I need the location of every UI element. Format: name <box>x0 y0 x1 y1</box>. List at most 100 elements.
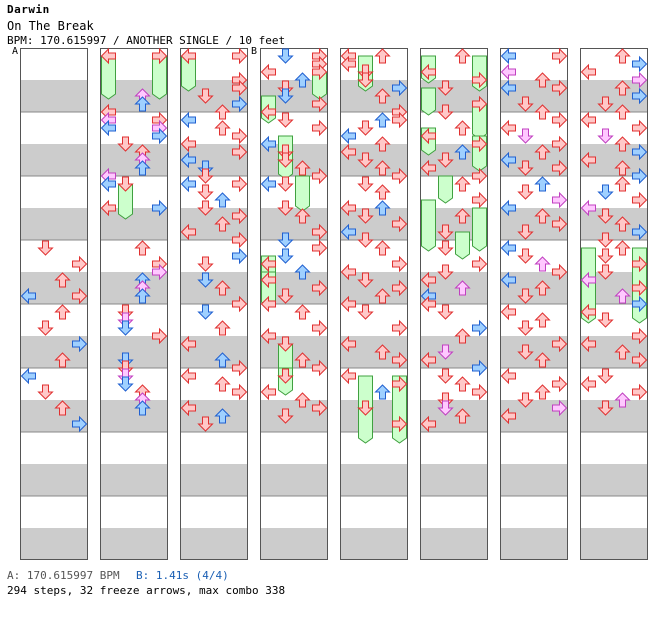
step-arrow-right <box>472 191 488 209</box>
step-arrow-down <box>197 200 214 216</box>
chart-stats: 294 steps, 32 freeze arrows, max combo 3… <box>7 584 286 597</box>
step-arrow-left <box>340 367 356 385</box>
step-arrow-right <box>552 191 568 209</box>
freeze-arrow-down <box>438 175 453 204</box>
beat-stripe <box>100 464 168 496</box>
step-arrow-down <box>437 400 454 416</box>
step-arrow-down <box>357 272 374 288</box>
beat-stripe <box>180 528 248 560</box>
step-arrow-right <box>632 143 648 161</box>
step-arrow-left <box>340 199 356 217</box>
step-arrow-left <box>580 375 596 393</box>
step-arrow-right <box>232 295 248 313</box>
step-arrow-up <box>614 216 631 232</box>
step-arrow-down <box>517 344 534 360</box>
step-arrow-left <box>20 367 36 385</box>
chart-column-7 <box>500 47 568 560</box>
step-arrow-down <box>117 136 134 152</box>
step-arrow-up <box>294 304 311 320</box>
step-arrow-left <box>180 175 196 193</box>
step-arrow-down <box>597 208 614 224</box>
step-arrow-left <box>260 255 276 273</box>
step-arrow-left <box>420 127 436 145</box>
section-marker-a: A <box>12 46 19 57</box>
step-arrow-down <box>517 320 534 336</box>
step-arrow-right <box>632 223 648 241</box>
step-arrow-right <box>392 375 408 393</box>
step-arrow-up <box>134 400 151 416</box>
step-arrow-up <box>614 344 631 360</box>
step-arrow-up <box>294 264 311 280</box>
step-arrow-right <box>552 215 568 233</box>
chart-column-1 <box>20 48 88 560</box>
beat-stripe <box>340 528 408 560</box>
step-arrow-left <box>420 351 436 369</box>
beat-stripe <box>100 144 168 176</box>
step-arrow-down <box>277 408 294 424</box>
step-arrow-up <box>374 160 391 176</box>
step-arrow-right <box>472 359 488 377</box>
step-arrow-left <box>580 63 596 81</box>
step-arrow-down <box>517 160 534 176</box>
step-arrow-right <box>632 71 648 89</box>
step-arrow-up <box>214 104 231 120</box>
step-arrow-left <box>420 415 436 433</box>
step-arrow-down <box>197 272 214 288</box>
step-arrow-up <box>614 104 631 120</box>
step-arrow-down <box>597 96 614 112</box>
step-arrow-right <box>232 207 248 225</box>
step-arrow-right <box>472 135 488 153</box>
step-arrow-down <box>597 232 614 248</box>
step-arrow-up <box>54 352 71 368</box>
step-arrow-left <box>180 399 196 417</box>
beat-stripe <box>20 208 88 240</box>
step-arrow-right <box>472 71 488 89</box>
step-arrow-down <box>517 96 534 112</box>
column-border <box>580 48 648 560</box>
step-arrow-up <box>454 120 471 136</box>
step-arrow-up <box>214 120 231 136</box>
step-arrow-left <box>580 199 596 217</box>
step-arrow-down <box>277 336 294 352</box>
step-arrow-up <box>454 208 471 224</box>
step-arrow-down <box>277 368 294 384</box>
step-arrow-up <box>54 272 71 288</box>
beat-stripe <box>420 528 488 560</box>
step-arrow-right <box>632 255 648 273</box>
step-arrow-left <box>340 127 356 145</box>
step-arrow-right <box>552 79 568 97</box>
beat-stripe <box>500 528 568 560</box>
column-border <box>260 48 328 560</box>
chart-column-3 <box>180 47 248 560</box>
beat-stripe <box>260 144 328 176</box>
step-arrow-up <box>454 48 471 64</box>
step-arrow-down <box>357 120 374 136</box>
step-arrow-down <box>357 72 374 88</box>
step-arrow-left <box>580 303 596 321</box>
column-border <box>420 48 488 560</box>
step-arrow-right <box>472 383 488 401</box>
step-arrow-left <box>580 271 596 289</box>
step-arrow-up <box>534 312 551 328</box>
step-arrow-right <box>552 111 568 129</box>
step-arrow-down <box>277 48 294 64</box>
step-arrow-down <box>357 208 374 224</box>
column-border <box>20 48 88 560</box>
chart-info: BPM: 170.615997 / ANOTHER SINGLE / 10 fe… <box>7 34 286 47</box>
step-arrow-down <box>437 344 454 360</box>
beat-stripe <box>100 208 168 240</box>
step-arrow-up <box>214 408 231 424</box>
freeze-arrow-up <box>455 231 470 260</box>
step-arrow-down <box>437 240 454 256</box>
step-arrow-left <box>500 271 516 289</box>
step-arrow-up <box>614 288 631 304</box>
step-arrow-up <box>134 288 151 304</box>
step-arrow-down <box>517 128 534 144</box>
step-arrow-up <box>214 320 231 336</box>
step-arrow-right <box>632 351 648 369</box>
chart-column-2 <box>100 47 168 560</box>
step-arrow-left <box>340 335 356 353</box>
step-arrow-right <box>632 383 648 401</box>
column-border <box>500 48 568 560</box>
step-arrow-up <box>374 240 391 256</box>
